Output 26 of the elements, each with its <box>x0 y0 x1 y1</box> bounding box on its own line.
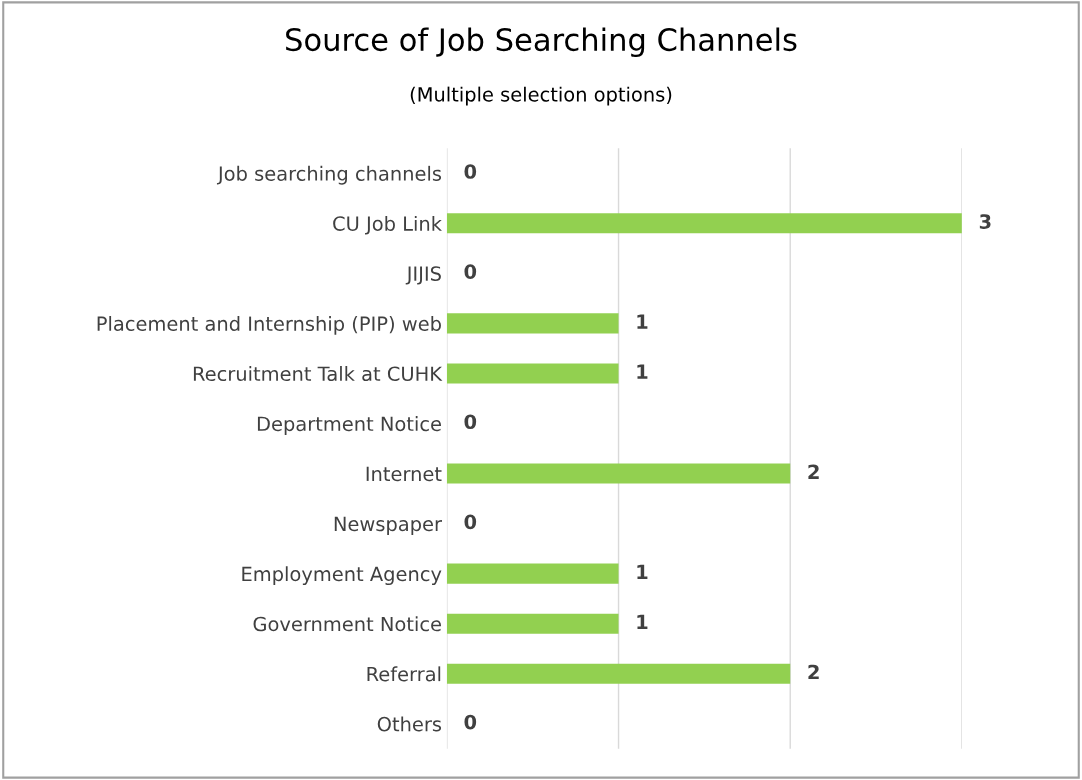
y-tick-label: Recruitment Talk at CUHK <box>193 366 443 382</box>
data-label: 0 <box>464 714 477 730</box>
y-tick-label: Others <box>377 716 442 732</box>
chart-title: Source of Job Searching Channels <box>286 27 797 58</box>
data-label: 1 <box>637 614 648 630</box>
data-label: 2 <box>808 464 819 479</box>
y-tick-label: Internet <box>366 466 442 482</box>
data-label: 2 <box>808 664 819 680</box>
data-label: 0 <box>464 514 477 530</box>
y-tick-label: Placement and Internship (PIP) web <box>97 315 441 335</box>
y-tick-label: JIJIS <box>405 266 441 285</box>
y-tick-label: Job searching channels <box>216 165 442 185</box>
data-label: 0 <box>464 264 477 279</box>
y-tick-label: Newspaper <box>334 516 442 536</box>
y-tick-label: Government Notice <box>253 616 441 632</box>
data-label: 3 <box>979 214 991 229</box>
data-label: 0 <box>464 414 477 430</box>
y-tick-label: Department Notice <box>257 416 441 435</box>
data-label: 1 <box>637 564 648 579</box>
chart-subtitle: (Multiple selection options) <box>410 86 672 106</box>
data-label: 0 <box>464 164 477 179</box>
y-tick-label: CU Job Link <box>333 215 442 235</box>
y-tick-label: Employment Agency <box>242 566 442 586</box>
data-label: 1 <box>637 314 648 329</box>
data-label: 1 <box>637 364 648 379</box>
y-tick-label: Referral <box>367 666 441 682</box>
